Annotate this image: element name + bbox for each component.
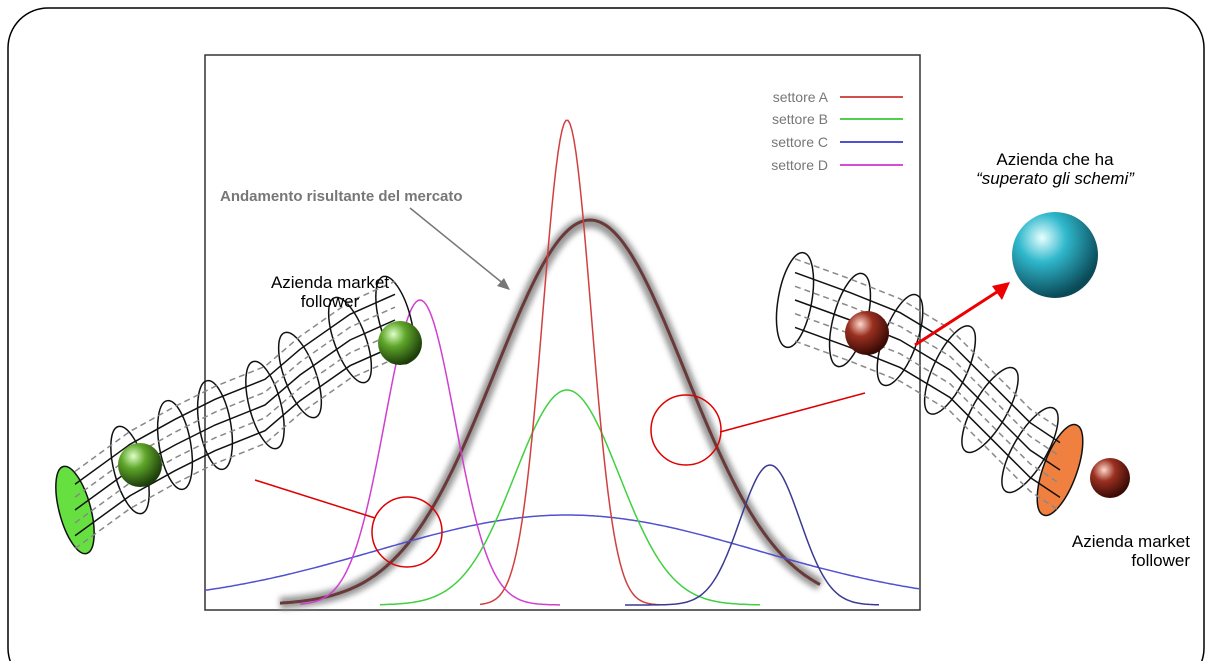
annotation: Andamento risultante del mercato: [220, 187, 463, 206]
diagram: settore A settore B settore C settore D …: [0, 0, 1213, 661]
sphere: [378, 321, 422, 365]
arrowhead: [992, 282, 1010, 300]
annotation: Azienda market follower: [1040, 532, 1190, 570]
legend-entry: settore D: [718, 157, 828, 173]
sphere: [1012, 212, 1098, 298]
legend-entry: settore B: [718, 111, 828, 127]
annotation: Azienda che ha: [960, 150, 1150, 169]
annotation: Azienda market follower: [265, 273, 395, 311]
annotation: “superato gli schemi”: [940, 169, 1170, 188]
sphere: [1090, 458, 1130, 498]
sphere: [845, 311, 889, 355]
illustration: [0, 0, 1213, 661]
legend-entry: settore C: [718, 134, 828, 150]
legend-entry: settore A: [718, 89, 828, 105]
sphere: [118, 443, 162, 487]
